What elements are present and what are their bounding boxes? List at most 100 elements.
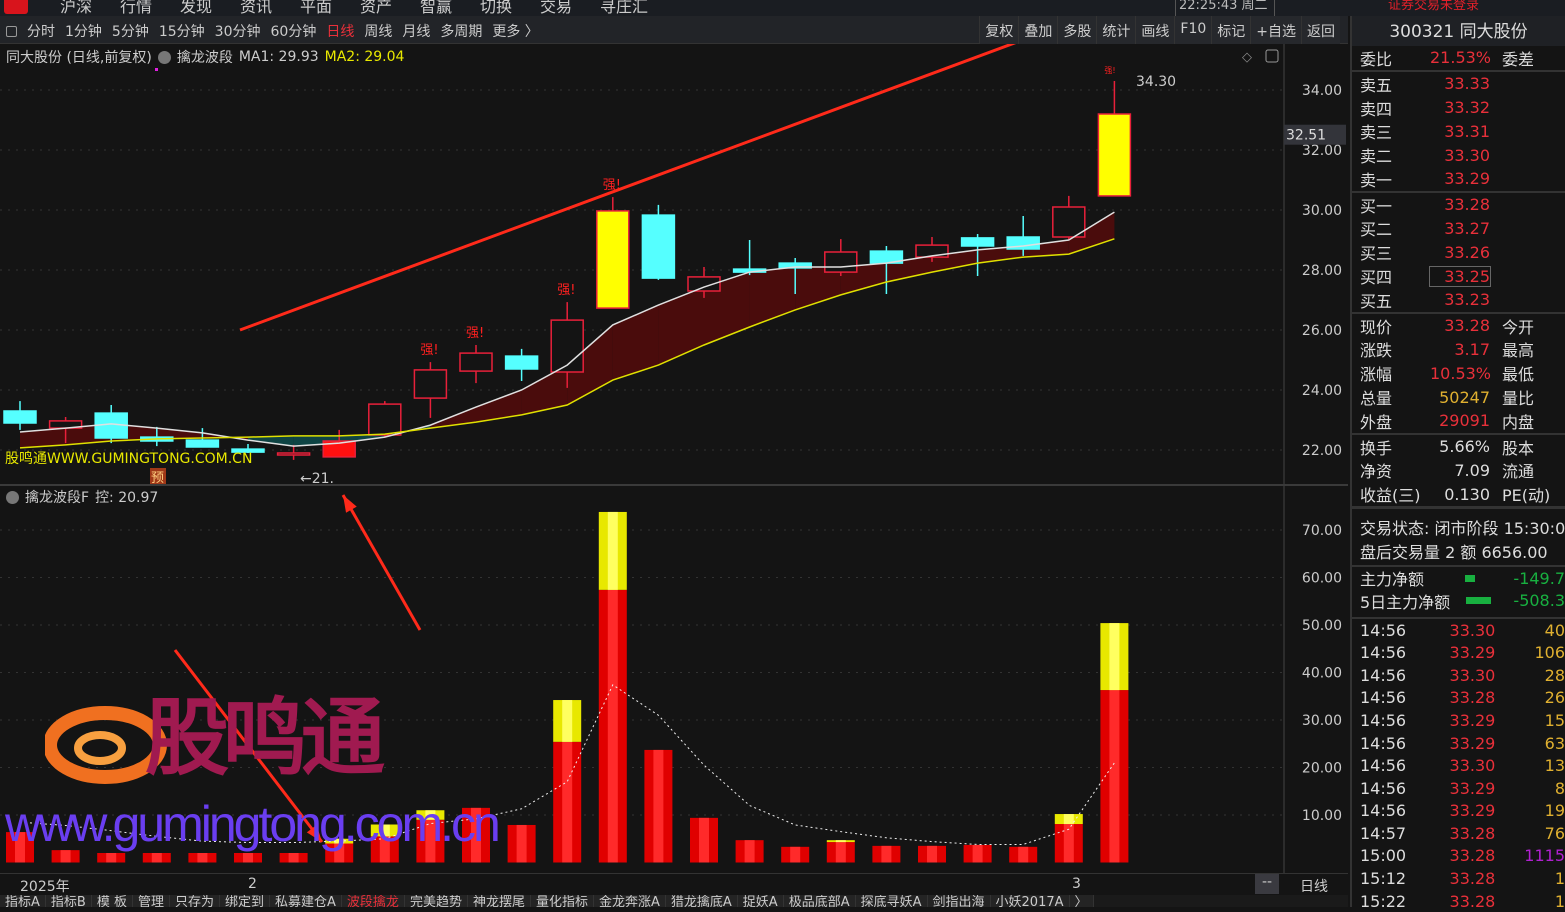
row-value: 33.28: [1444, 195, 1490, 215]
indicator-tab[interactable]: 管理: [132, 895, 170, 907]
candle[interactable]: [641, 204, 676, 280]
candle[interactable]: [276, 444, 311, 460]
row-label: 涨跌: [1360, 341, 1393, 361]
period-button[interactable]: 日线: [1300, 879, 1328, 895]
indicator-tab[interactable]: 完美趋势: [404, 895, 468, 907]
indicator-tab[interactable]: 捉妖A: [737, 895, 784, 907]
candle-body: [778, 262, 812, 269]
tick-volume: 63: [1544, 733, 1565, 753]
row-value: 7.09: [1454, 460, 1490, 480]
indicator-tab[interactable]: 指标B: [45, 895, 92, 907]
indicator-tab[interactable]: 探底寻妖A: [855, 895, 928, 907]
indicator-tab[interactable]: 金龙奔涨A: [593, 895, 666, 907]
period-tab[interactable]: 60分钟: [270, 24, 317, 40]
indicator-tab[interactable]: 剑指出海: [927, 895, 991, 907]
top-menu-item[interactable]: 切换: [480, 0, 513, 16]
top-menu-item[interactable]: 资产: [360, 0, 393, 16]
top-menu-item[interactable]: 平面: [300, 0, 333, 16]
candle[interactable]: [687, 267, 721, 298]
period-tab[interactable]: 更多 〉: [492, 24, 539, 40]
indicator-name[interactable]: 擒龙波段F: [25, 490, 90, 506]
tool-button[interactable]: 统计: [1096, 16, 1136, 44]
candle[interactable]: [504, 348, 539, 381]
candle[interactable]: [3, 401, 37, 430]
quote-row: 总量 50247 量比: [1352, 385, 1565, 409]
period-tab[interactable]: 多周期: [440, 24, 483, 40]
top-menu-item[interactable]: 资讯: [240, 0, 273, 16]
top-menu-item[interactable]: 智赢: [420, 0, 453, 16]
candle[interactable]: [778, 258, 812, 294]
tool-button[interactable]: +自选: [1250, 16, 1301, 44]
top-menu-item[interactable]: 交易: [540, 0, 573, 16]
diamond-icon[interactable]: ◇: [1242, 50, 1252, 65]
candle[interactable]: [824, 239, 858, 276]
top-menu-item[interactable]: 寻庄汇: [600, 0, 649, 16]
candle-body: [1052, 206, 1086, 238]
indicator-tab[interactable]: 〉: [1069, 895, 1094, 907]
bar-highlight: [881, 845, 892, 863]
tool-button[interactable]: 标记: [1211, 16, 1251, 44]
candle[interactable]: [596, 197, 630, 309]
quote-row: 外盘 29091 内盘: [1352, 409, 1565, 433]
row-label: 买四: [1360, 268, 1393, 288]
period-tab[interactable]: 5分钟: [111, 24, 149, 40]
quote-row: 换手 5.66% 股本: [1352, 435, 1565, 459]
indicator-tab[interactable]: 极品底部A: [783, 895, 856, 907]
sidebar-toggle-icon[interactable]: [6, 25, 17, 37]
period-tab[interactable]: 1分钟: [65, 24, 102, 40]
after-hours-volume: 盘后交易量 2 额 6656.00: [1360, 543, 1548, 563]
period-tab[interactable]: 日线: [326, 24, 355, 40]
tool-button[interactable]: 画线: [1135, 16, 1175, 44]
indicator-toggle-icon[interactable]: [157, 50, 171, 64]
top-menu-item[interactable]: 行情: [120, 0, 153, 16]
indicator-toggle-icon[interactable]: [6, 490, 19, 504]
bar-highlight: [653, 749, 664, 863]
indicator-bar: [735, 840, 764, 863]
kline-chart[interactable]: 34.00 32.00 30.00 28.00 26.00 24.00 22.00 70.00…: [0, 44, 1348, 873]
indicator-tab[interactable]: 指标A: [0, 895, 46, 907]
candle[interactable]: [1052, 195, 1086, 240]
period-tab[interactable]: 30分钟: [214, 24, 261, 40]
login-status[interactable]: 证券交易未登录: [1388, 0, 1480, 13]
top-menu-item[interactable]: 发现: [180, 0, 213, 16]
candle[interactable]: [368, 401, 402, 438]
candle[interactable]: [960, 234, 995, 276]
dash-button[interactable]: --: [1255, 874, 1279, 894]
tool-button[interactable]: 返回: [1301, 16, 1340, 44]
indicator-tab[interactable]: 小妖2017A: [990, 895, 1070, 907]
indicator-bar: [1054, 814, 1083, 863]
candle[interactable]: [1097, 81, 1132, 197]
period-tab[interactable]: 分时: [27, 24, 55, 40]
tool-button[interactable]: 多股: [1057, 16, 1097, 44]
candle[interactable]: [459, 345, 493, 384]
tick-row: 15:00 33.28 1115: [1352, 845, 1565, 868]
period-tab[interactable]: 周线: [364, 24, 393, 40]
indicator-tab[interactable]: 波段擒龙: [341, 895, 405, 907]
period-tab[interactable]: 15分钟: [158, 24, 205, 40]
app-logo[interactable]: [4, 0, 28, 14]
candle[interactable]: [231, 444, 265, 453]
indicator-tab[interactable]: 绑定到: [220, 895, 271, 907]
tool-button[interactable]: 叠加: [1018, 16, 1058, 44]
indicator-tab[interactable]: 猎龙擒底A: [665, 895, 738, 907]
period-tab[interactable]: 月线: [402, 24, 431, 40]
indicator-tab[interactable]: 量化指标: [530, 895, 594, 907]
y-tick-label: 28.00: [1302, 263, 1342, 279]
indicator-tab[interactable]: 只存为: [169, 895, 220, 907]
indicator-tab[interactable]: 神龙摆尾: [467, 895, 531, 907]
candle[interactable]: [869, 246, 904, 294]
indicator-tab[interactable]: 模 板: [91, 895, 133, 907]
tool-button[interactable]: 复权: [979, 16, 1019, 44]
indicator-name[interactable]: 擒龙波段: [176, 50, 233, 66]
indicator-tab[interactable]: 私募建仓A: [270, 895, 342, 907]
candle[interactable]: [413, 362, 448, 418]
row-label: 收益(三): [1360, 486, 1421, 506]
candle[interactable]: [550, 302, 584, 388]
indicator-bar: [416, 810, 445, 863]
tick-volume: 28: [1544, 665, 1565, 685]
panel-toggle-icon[interactable]: [1265, 49, 1279, 63]
tick-time: 15:00: [1360, 846, 1407, 866]
row-right-label: 内盘: [1502, 412, 1535, 432]
tool-button[interactable]: F10: [1174, 16, 1212, 44]
top-menu-item[interactable]: 沪深: [60, 0, 93, 16]
